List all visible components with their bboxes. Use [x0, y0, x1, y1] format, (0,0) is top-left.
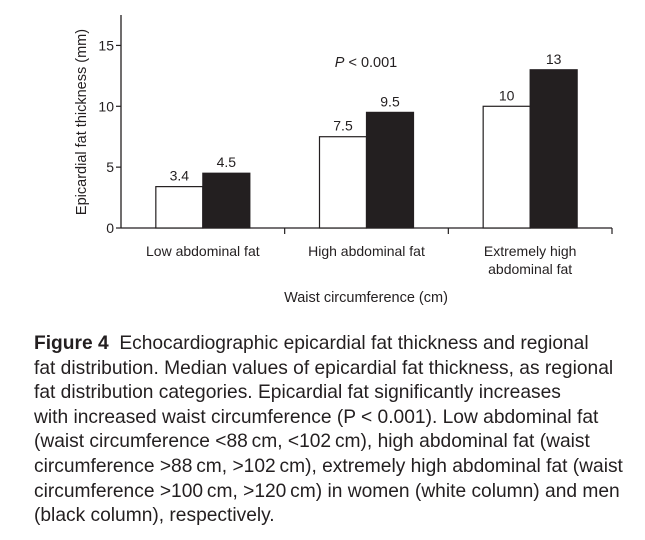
- y-tick-label: 5: [106, 159, 114, 175]
- figure-label: Figure 4: [34, 333, 109, 354]
- caption-line-6: circumference >88 cm, >102 cm), extremel…: [34, 455, 623, 477]
- x-tick-label: High abdominal fat: [308, 243, 425, 259]
- y-axis: 0 5 10 15: [98, 15, 122, 236]
- y-tick-label: 0: [106, 220, 114, 236]
- x-tick-label: Low abdominal fat: [146, 243, 260, 259]
- bar-women: [482, 105, 531, 229]
- data-label: 7.5: [333, 118, 353, 134]
- bar-men: [529, 69, 578, 229]
- data-label: 9.5: [380, 93, 400, 109]
- bar-men: [202, 172, 251, 229]
- caption-line-5: (waist circumference <88 cm, <102 cm), h…: [34, 431, 590, 453]
- bars: [155, 69, 578, 229]
- bar-men: [365, 111, 415, 229]
- caption-text: Echocardiographic epicardial fat thickne…: [119, 333, 589, 354]
- figure-caption: Figure 4 Echocardiographic epicardial fa…: [34, 332, 634, 529]
- bar-chart: 0 5 10 15 Low abdominal fat High abdominal f…: [74, 15, 613, 306]
- y-tick-label: 10: [98, 98, 114, 114]
- x-tick-label: Extremely high: [484, 243, 577, 259]
- caption-line-3: fat distribution categories. Epicardial …: [34, 382, 561, 404]
- x-tick-label: abdominal fat: [488, 261, 572, 277]
- p-value-text: < 0.001: [344, 55, 397, 71]
- data-label: 4.5: [217, 154, 237, 170]
- bar-women: [155, 186, 204, 229]
- data-label: 3.4: [170, 168, 190, 184]
- caption-line-2: fat distribution. Median values of epica…: [34, 357, 614, 379]
- p-symbol: P: [335, 55, 345, 71]
- caption-line-1: Figure 4 Echocardiographic epicardial fa…: [34, 332, 634, 357]
- data-label: 13: [546, 51, 562, 67]
- caption-line-4: with increased waist circumference (P < …: [34, 406, 599, 428]
- caption-line-7: circumference >100 cm, >120 cm) in women…: [34, 480, 620, 502]
- y-tick-label: 15: [98, 37, 114, 53]
- caption-line-8: (black column), respectively.: [34, 505, 275, 527]
- p-value-annotation: P < 0.001: [335, 55, 397, 71]
- x-axis: Low abdominal fat High abdominal fat Extre…: [121, 227, 613, 277]
- x-axis-label: Waist circumference (cm): [284, 290, 448, 306]
- y-axis-label: Epicardial fat thickness (mm): [74, 29, 90, 215]
- bar-women: [318, 136, 368, 229]
- data-labels: 3.4 7.5 10 4.5 9.5 13: [170, 51, 562, 184]
- data-label: 10: [499, 87, 515, 103]
